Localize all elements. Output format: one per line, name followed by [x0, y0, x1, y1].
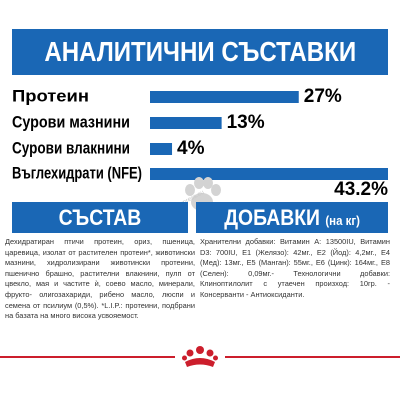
bar [150, 117, 222, 129]
additives-heading-text: ДОБАВКИ [224, 204, 320, 230]
royal-canin-crown-icon [182, 340, 218, 370]
value-label: 13% [227, 112, 265, 133]
divider-right [225, 356, 400, 358]
additives-heading: ДОБАВКИ (на кг) [224, 205, 360, 231]
composition-heading-bar: СЪСТАВ [12, 202, 188, 233]
value-label: 4% [177, 138, 205, 159]
category-label: Сурови влакнини [12, 138, 130, 157]
additives-heading-suffix: (на кг) [325, 212, 360, 228]
category-label: Въглехидрати (NFE) [12, 163, 142, 182]
divider-left [0, 356, 175, 358]
page-title: АНАЛИТИЧНИ СЪСТАВКИ [44, 36, 356, 67]
composition-text: Дехидратиран птичи протеин, ориз, пшениц… [5, 237, 195, 321]
additives-text: Хранителни добавки: Витамин А: 13500IU, … [200, 237, 390, 299]
value-label: 43.2% [334, 179, 388, 200]
bar [150, 143, 173, 155]
category-label: Протеин [12, 86, 89, 105]
composition-heading: СЪСТАВ [58, 204, 142, 230]
additives-heading-bar: ДОБАВКИ (на кг) [196, 202, 388, 233]
bar [150, 168, 388, 180]
category-label: Сурови мазнини [12, 112, 130, 131]
bar [150, 91, 299, 103]
value-label: 27% [304, 86, 342, 107]
analytical-constituents-banner: АНАЛИТИЧНИ СЪСТАВКИ [12, 29, 388, 75]
